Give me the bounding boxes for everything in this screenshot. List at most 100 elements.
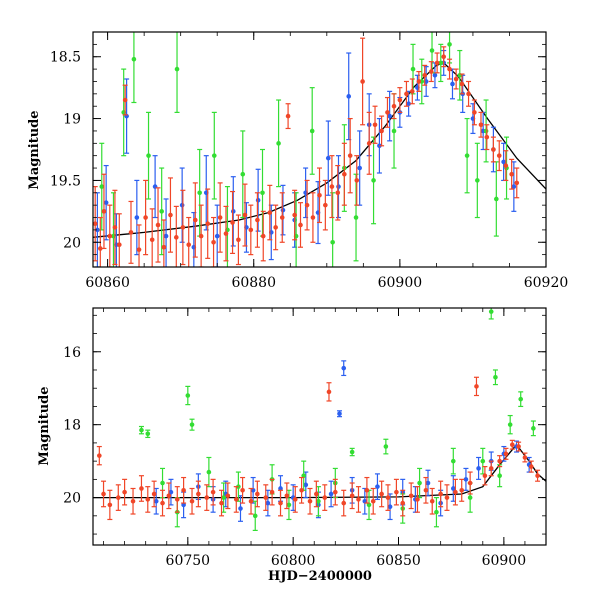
data-point [189,418,195,431]
data-marker [225,493,231,499]
data-marker [480,458,486,464]
data-marker [371,178,376,183]
data-point [410,43,416,95]
data-marker [347,153,353,158]
data-marker [250,488,256,493]
data-point [335,155,341,219]
data-point [195,480,201,508]
data-marker [278,486,283,491]
data-point [383,438,389,455]
data-point [471,99,477,126]
data-marker [346,94,352,99]
data-point [397,87,403,113]
data-point [328,480,334,508]
data-marker [316,498,321,504]
data-point [393,478,399,506]
data-marker [240,488,245,493]
data-marker [404,91,409,97]
x-tick-label: 60900 [482,553,527,569]
data-marker [168,212,173,218]
x-tick-label: 60850 [376,553,421,569]
data-marker [101,491,106,497]
data-marker [304,202,310,208]
data-marker [333,489,338,495]
data-marker [336,184,341,189]
data-point [189,487,195,515]
data-marker [103,200,109,205]
data-point [459,73,465,95]
data-point [292,189,298,241]
data-point [453,68,459,90]
data-marker [163,233,169,239]
data-point [473,376,479,397]
data-marker [366,141,372,146]
data-marker [252,513,258,519]
data-point [254,192,260,248]
data-marker [511,184,517,189]
data-marker [197,190,202,196]
data-marker [357,165,362,171]
data-point [122,478,128,506]
x-tick-label: 60800 [271,553,316,569]
data-marker [501,159,506,165]
data-marker [503,451,509,457]
bottom-y-axis-label: Magnitude [37,386,52,465]
data-point [497,455,503,468]
data-marker [385,495,391,500]
top-panel-zoomed-light-curve: 60860 60880 60900 60920 18.5 19 19.5 20 Magnitu… [27,31,569,291]
data-marker [255,217,260,223]
data-marker [221,495,226,500]
data-marker [317,192,322,198]
data-point [219,489,225,517]
data-point [210,478,216,506]
data-marker [466,91,471,97]
data-point [335,164,341,221]
data-point [152,155,158,219]
data-point [174,32,180,113]
data-point [400,489,406,517]
data-marker [391,128,397,134]
data-series-2 [99,32,510,267]
data-point [490,136,496,163]
data-marker [131,56,137,62]
data-marker [267,210,273,215]
data-marker [453,76,459,82]
data-marker [180,225,186,230]
data-point [503,150,509,182]
data-point [115,484,121,511]
data-point [221,482,227,513]
data-marker [434,60,440,66]
data-point [299,476,305,504]
data-point [434,52,440,74]
data-marker [434,509,439,515]
data-point [163,198,169,267]
x-tick-label: 60920 [524,275,569,291]
data-marker [493,374,498,380]
y-tick-label: 19 [63,112,81,128]
data-marker [122,97,128,103]
data-point [260,210,266,262]
data-marker [95,227,100,233]
data-point [93,186,98,262]
data-point [326,382,332,402]
x-tick-label: 60860 [85,275,130,291]
data-marker [286,502,292,508]
data-marker [370,498,376,504]
data-point [230,176,236,247]
data-marker [329,184,335,189]
data-point [349,447,355,457]
data-point [211,111,217,200]
data-marker [417,480,422,486]
data-point [422,64,428,86]
data-point [107,489,113,521]
data-marker [189,422,195,427]
data-point [252,500,258,532]
bottom-panel-full-light-curve: 60750 60800 60850 60900 16 18 20 Magnitude HJD… [37,307,547,584]
data-marker [238,506,243,511]
data-point [379,115,385,147]
data-point [408,482,414,510]
data-point [292,486,298,513]
data-point [285,103,291,130]
data-marker [223,231,229,236]
data-point [385,484,391,511]
